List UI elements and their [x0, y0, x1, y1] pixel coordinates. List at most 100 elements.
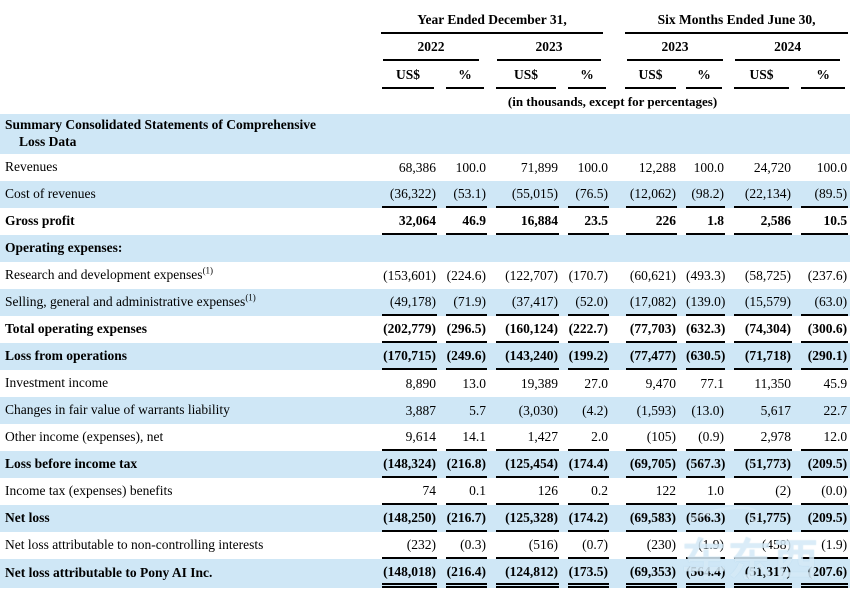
value-cell: 68,386: [398, 160, 436, 176]
header-spacer: [0, 89, 375, 114]
value-cell: [489, 114, 561, 154]
value-cell: (300.6): [794, 316, 850, 344]
row-label: Loss from operations: [5, 348, 128, 364]
value-cell: (76.5): [561, 181, 611, 209]
value-cell: [727, 235, 794, 262]
table-header: Year Ended December 31, Six Months Ended…: [0, 0, 850, 114]
value-cell: 10.5: [794, 208, 850, 236]
group-header-six-months: Six Months Ended June 30,: [611, 0, 850, 34]
table-row: Cost of revenues (36,322) (53.1) (55,015) (7…: [0, 181, 850, 209]
table-row: Changes in fair value of warrants liabil…: [0, 397, 850, 425]
table-row: Net loss (148,250) (216.7) (125,328) (174.2)…: [0, 505, 850, 533]
value-cell: (71.9): [439, 289, 489, 317]
table-row: Other income (expenses), net 9,614 14.1 1,4…: [0, 424, 850, 452]
row-label: Summary Consolidated Statements of Compr…: [5, 117, 316, 150]
value-cell: (237.6): [807, 268, 848, 284]
value-cell: (222.7): [561, 316, 611, 344]
value-cell: (1.9): [679, 532, 727, 560]
unit-header-usd: US$: [611, 61, 679, 89]
value-cell: (71,718): [727, 343, 794, 371]
value-cell: (52.0): [561, 289, 611, 317]
header-spacer: [0, 34, 375, 61]
value-cell: (122,707): [505, 268, 558, 284]
value-cell: 12,288: [638, 160, 677, 176]
value-cell: 3,887: [405, 403, 436, 419]
value-cell: (124,812): [489, 559, 561, 589]
value-cell: 74: [375, 478, 439, 506]
value-cell: 2,586: [727, 208, 794, 236]
value-cell: (139.0): [679, 289, 727, 317]
value-cell: (1.9): [794, 532, 850, 560]
value-cell: 1.0: [679, 478, 727, 506]
row-label: Research and development expenses(1): [5, 265, 214, 283]
value-cell: (37,417): [489, 289, 561, 317]
value-cell: 100.0: [455, 160, 486, 176]
unit-header-usd: US$: [727, 61, 794, 89]
table-body: Summary Consolidated Statements of Compr…: [0, 114, 850, 589]
value-cell: 12.0: [794, 424, 850, 452]
value-cell: 71,899: [520, 160, 558, 176]
value-cell: 0.1: [439, 478, 489, 506]
units-note: (in thousands, except for percentages): [507, 94, 718, 109]
row-label: Total operating expenses: [5, 321, 148, 337]
unit-label: US$: [734, 66, 790, 89]
year-label: 2023: [627, 37, 724, 61]
row-label: Net loss attributable to Pony AI Inc.: [5, 565, 213, 581]
value-cell: (77,477): [611, 343, 679, 371]
value-cell: 14.1: [439, 424, 489, 452]
value-cell: 16,884: [489, 208, 561, 236]
value-cell: 19,389: [520, 376, 558, 392]
value-cell: 100.0: [577, 160, 609, 176]
value-cell: (224.6): [446, 268, 486, 284]
table-row: Net loss attributable to Pony AI Inc. (14…: [0, 559, 850, 589]
unit-header-pct: %: [439, 61, 489, 89]
value-cell: (209.5): [794, 505, 850, 533]
value-cell: (296.5): [439, 316, 489, 344]
unit-header-usd: US$: [489, 61, 561, 89]
value-cell: (216.8): [439, 451, 489, 479]
value-cell: (630.5): [679, 343, 727, 371]
year-label: 2022: [383, 37, 479, 61]
unit-label: %: [801, 66, 846, 89]
value-cell: 22.7: [823, 403, 848, 419]
value-cell: (3,030): [518, 403, 558, 419]
unit-label: US$: [382, 66, 434, 89]
row-label: Selling, general and administrative expe…: [5, 292, 256, 310]
value-cell: 100.0: [816, 160, 848, 176]
value-cell: (49,178): [375, 289, 439, 317]
value-cell: 46.9: [439, 208, 489, 236]
unit-header-pct: %: [561, 61, 611, 89]
value-cell: 9,614: [375, 424, 439, 452]
table-row: Net loss attributable to non-controlling…: [0, 532, 850, 560]
value-cell: (69,353): [611, 559, 679, 589]
value-cell: 5,617: [760, 403, 792, 419]
value-cell: (4.2): [582, 403, 609, 419]
value-cell: [611, 114, 679, 154]
unit-header-pct: %: [794, 61, 850, 89]
group-header-year-ended: Year Ended December 31,: [375, 0, 611, 34]
year-header-2022: 2022: [375, 34, 489, 61]
value-cell: (60,621): [629, 268, 677, 284]
value-cell: (143,240): [489, 343, 561, 371]
value-cell: (105): [611, 424, 679, 452]
row-label: Revenues: [5, 159, 58, 175]
value-cell: (55,015): [489, 181, 561, 209]
value-cell: (567.3): [679, 451, 727, 479]
table-row: Operating expenses:: [0, 235, 850, 263]
value-cell: 11,350: [754, 376, 792, 392]
value-cell: (216.4): [439, 559, 489, 589]
year-header-row: 2022 2023 2023 2024: [0, 34, 850, 61]
value-cell: 122: [611, 478, 679, 506]
value-cell: (232): [375, 532, 439, 560]
value-cell: (125,328): [489, 505, 561, 533]
row-label: Investment income: [5, 375, 109, 391]
value-cell: (125,454): [489, 451, 561, 479]
value-cell: (2): [727, 478, 794, 506]
row-label: Other income (expenses), net: [5, 429, 164, 445]
table-row: Loss from operations (170,715) (249.6) (143…: [0, 343, 850, 371]
value-cell: 226: [611, 208, 679, 236]
period-header-row: Year Ended December 31, Six Months Ended…: [0, 0, 850, 34]
value-cell: (1,593): [636, 403, 677, 419]
